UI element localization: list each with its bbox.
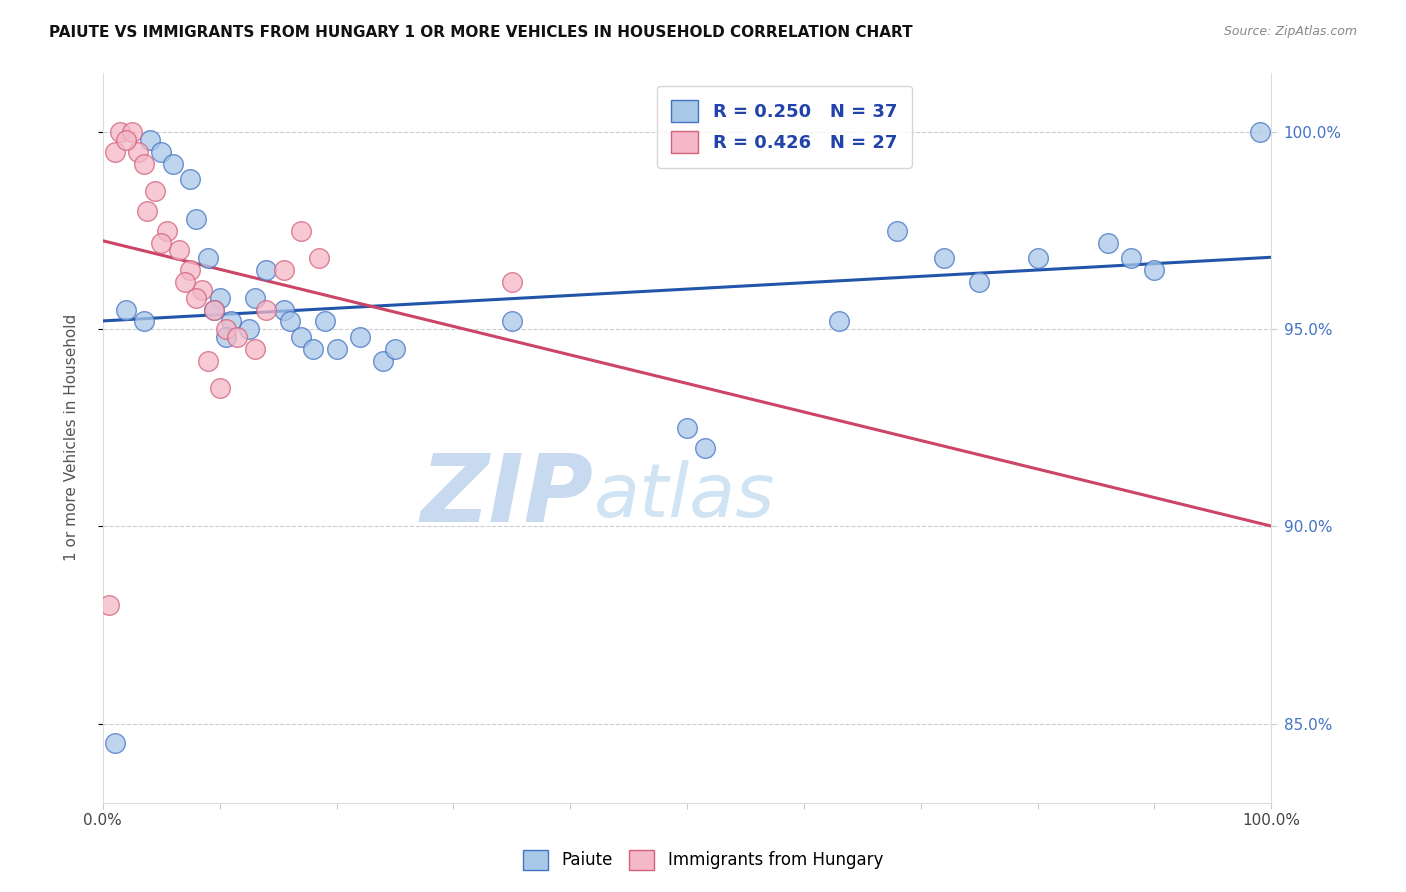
Point (1097, 235, 1119, 250)
Point (214, 322, 236, 336)
Point (676, 421, 699, 435)
Point (103, 736, 125, 750)
Point (273, 263, 295, 277)
Point (967, 275, 990, 289)
Point (103, 145, 125, 159)
Point (121, 125, 143, 139)
Text: PAIUTE VS IMMIGRANTS FROM HUNGARY 1 OR MORE VEHICLES IN HOUSEHOLD CORRELATION CH: PAIUTE VS IMMIGRANTS FROM HUNGARY 1 OR M… (49, 25, 912, 40)
Point (150, 145, 173, 159)
Point (110, 125, 132, 139)
Point (1143, 263, 1166, 277)
Point (179, 172, 201, 186)
Point (115, 302, 138, 317)
Point (197, 252, 219, 266)
Point (349, 330, 371, 344)
Point (138, 133, 160, 147)
Point (214, 330, 236, 344)
Point (162, 156, 184, 170)
Point (886, 224, 908, 238)
Point (197, 354, 219, 368)
Point (290, 330, 312, 344)
Point (191, 283, 214, 297)
Point (243, 342, 266, 356)
Point (167, 244, 190, 258)
Point (501, 314, 523, 328)
Point (173, 275, 195, 289)
Y-axis label: 1 or more Vehicles in Household: 1 or more Vehicles in Household (65, 314, 79, 561)
Point (325, 342, 347, 356)
Point (373, 354, 395, 368)
Point (273, 302, 295, 317)
Point (384, 342, 406, 356)
Point (202, 302, 225, 317)
Point (136, 204, 159, 219)
Point (179, 263, 201, 277)
Point (208, 291, 231, 305)
Point (132, 314, 155, 328)
Point (290, 224, 312, 238)
Point (208, 381, 231, 395)
Point (501, 275, 523, 289)
Point (238, 322, 260, 336)
Legend: R = 0.250   N = 37, R = 0.426   N = 27: R = 0.250 N = 37, R = 0.426 N = 27 (657, 86, 911, 168)
Point (278, 314, 301, 328)
Point (302, 342, 325, 356)
Point (202, 302, 225, 317)
Text: ZIP: ZIP (420, 450, 593, 542)
Point (1249, 125, 1271, 139)
Point (828, 314, 851, 328)
Point (243, 291, 266, 305)
Legend: Paiute, Immigrants from Hungary: Paiute, Immigrants from Hungary (516, 843, 890, 877)
Point (1119, 252, 1142, 266)
Point (1026, 252, 1049, 266)
Point (97, 599, 120, 613)
Point (254, 263, 277, 277)
Point (145, 184, 167, 198)
Point (308, 252, 330, 266)
Point (115, 133, 138, 147)
Point (186, 291, 208, 305)
Point (156, 224, 179, 238)
Point (186, 211, 208, 226)
Point (254, 302, 277, 317)
Point (127, 145, 149, 159)
Point (150, 235, 173, 250)
Text: Source: ZipAtlas.com: Source: ZipAtlas.com (1223, 25, 1357, 38)
Point (932, 252, 955, 266)
Point (693, 441, 716, 455)
Point (226, 330, 249, 344)
Text: atlas: atlas (593, 460, 775, 533)
Point (132, 156, 155, 170)
Point (314, 314, 336, 328)
Point (221, 314, 243, 328)
